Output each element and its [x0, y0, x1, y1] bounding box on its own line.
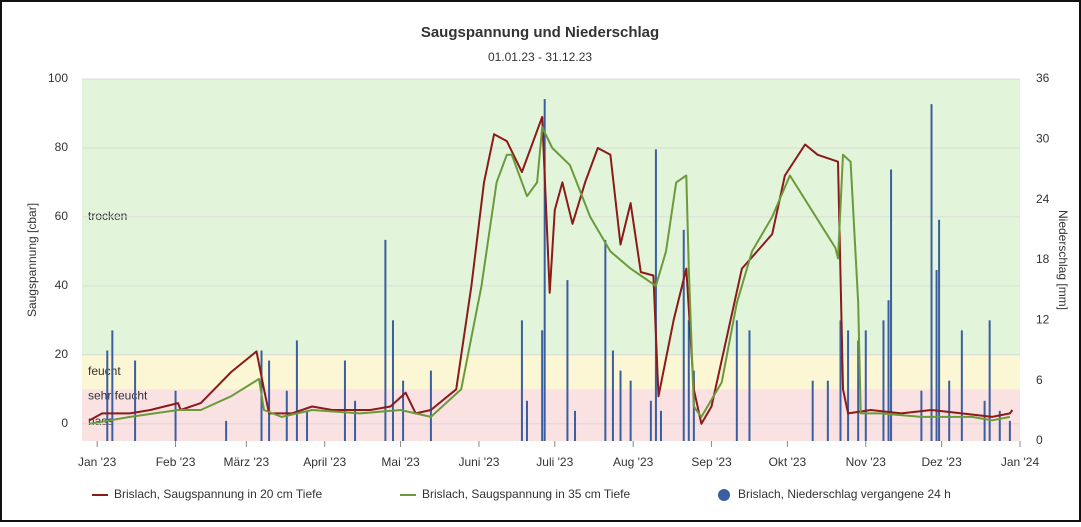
x-tick-label: Jan '24 — [1001, 455, 1040, 469]
y-axis-label: Saugspannung [cbar] — [25, 203, 39, 317]
bar — [857, 340, 860, 441]
x-tick-label: März '23 — [224, 455, 270, 469]
x-tick-label: Nov '23 — [846, 455, 887, 469]
bar — [225, 420, 228, 441]
bar — [574, 410, 577, 441]
bar — [887, 300, 890, 441]
bar — [134, 360, 137, 441]
chart-subtitle: 01.01.23 - 31.12.23 — [488, 50, 592, 64]
bar — [306, 410, 309, 441]
bar — [525, 400, 528, 441]
bar — [604, 239, 607, 441]
y-tick-label: 40 — [55, 278, 69, 292]
y2-axis-label: Niederschlag [mm] — [1056, 210, 1070, 310]
bar — [811, 380, 814, 441]
bar — [111, 330, 114, 441]
bar — [998, 410, 1001, 441]
legend-label: Brislach, Niederschlag vergangene 24 h — [738, 487, 951, 501]
bar — [384, 239, 387, 441]
bar — [543, 99, 546, 441]
y-tick-label: 20 — [55, 347, 69, 361]
bar — [343, 360, 346, 441]
bar — [541, 330, 544, 441]
legend-label: Brislach, Saugspannung in 20 cm Tiefe — [114, 487, 322, 501]
bar — [882, 320, 885, 441]
bar — [354, 400, 357, 441]
x-tick-label: Juni '23 — [458, 455, 499, 469]
band — [82, 389, 1020, 404]
x-tick-label: April '23 — [303, 455, 346, 469]
x-tick-label: Feb '23 — [156, 455, 196, 469]
bar — [1008, 420, 1011, 441]
bar — [920, 390, 923, 441]
chart-title: Saugspannung und Niederschlag — [421, 24, 659, 41]
bar — [682, 229, 685, 441]
bar — [930, 104, 933, 441]
bar — [619, 370, 622, 441]
bar — [983, 400, 986, 441]
bar — [735, 320, 738, 441]
bar — [890, 169, 893, 441]
band-label: sehr feucht — [88, 388, 148, 402]
bar — [839, 320, 842, 441]
x-tick-label: Mai '23 — [381, 455, 420, 469]
bar — [687, 320, 690, 441]
legend-label: Brislach, Saugspannung in 35 cm Tiefe — [422, 487, 630, 501]
bar — [268, 360, 271, 441]
bar — [295, 340, 298, 441]
bar — [429, 370, 432, 441]
y2-tick-label: 36 — [1036, 71, 1050, 85]
bar — [864, 330, 867, 441]
band-label: feucht — [88, 364, 121, 378]
bar — [960, 330, 963, 441]
bar — [935, 270, 938, 441]
legend-marker — [718, 489, 730, 501]
y-tick-label: 100 — [48, 71, 68, 85]
y2-tick-label: 6 — [1036, 373, 1043, 387]
band-label: trocken — [88, 209, 127, 223]
bar — [948, 380, 951, 441]
bar — [566, 280, 569, 441]
y2-tick-label: 12 — [1036, 313, 1050, 327]
bar — [938, 219, 941, 441]
bar — [826, 380, 829, 441]
y2-tick-label: 30 — [1036, 132, 1050, 146]
x-tick-label: Aug '23 — [613, 455, 654, 469]
bar — [611, 350, 614, 441]
x-tick-label: Dez '23 — [921, 455, 962, 469]
bar — [520, 320, 523, 441]
y-tick-label: 80 — [55, 140, 69, 154]
y2-tick-label: 0 — [1036, 433, 1043, 447]
bar — [106, 350, 109, 441]
y2-tick-label: 24 — [1036, 192, 1050, 206]
bar — [659, 410, 662, 441]
bar — [174, 390, 177, 441]
bar — [649, 400, 652, 441]
x-tick-label: Jan '23 — [78, 455, 117, 469]
bar — [748, 330, 751, 441]
line — [89, 126, 1011, 425]
bar — [391, 320, 394, 441]
x-tick-label: Juli '23 — [536, 455, 573, 469]
bar — [988, 320, 991, 441]
line — [89, 115, 1014, 425]
x-tick-label: Okt '23 — [769, 455, 807, 469]
x-tick-label: Sep '23 — [691, 455, 732, 469]
bar — [629, 380, 632, 441]
y-tick-label: 60 — [55, 209, 69, 223]
band — [82, 403, 1020, 441]
band — [82, 354, 1020, 390]
y-tick-label: 0 — [61, 416, 68, 430]
y2-tick-label: 18 — [1036, 252, 1050, 266]
bar — [847, 330, 850, 441]
bar — [654, 149, 657, 441]
